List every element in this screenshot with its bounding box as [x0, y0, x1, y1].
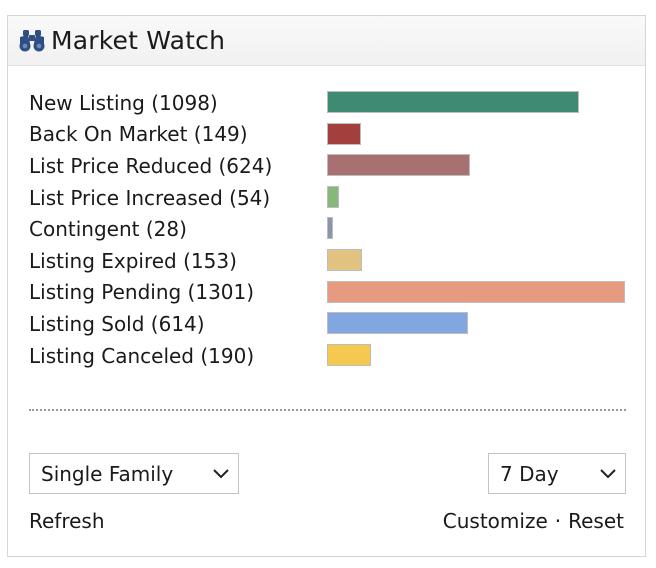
widget-title: Market Watch: [51, 26, 226, 55]
separator: ·: [554, 509, 562, 533]
market-stat-row[interactable]: New Listing (1098): [29, 87, 629, 119]
period-select[interactable]: 7 Day: [488, 453, 626, 494]
market-stat-bar[interactable]: [327, 217, 333, 240]
market-stat-label[interactable]: Contingent (28): [29, 217, 187, 242]
market-stat-label[interactable]: Listing Pending (1301): [29, 280, 255, 305]
market-stat-row[interactable]: Listing Canceled (190): [29, 340, 629, 372]
divider: [29, 409, 626, 411]
market-stat-bar[interactable]: [327, 122, 361, 145]
market-stat-row[interactable]: List Price Increased (54): [29, 182, 629, 214]
market-stat-row[interactable]: Listing Expired (153): [29, 245, 629, 277]
customize-link[interactable]: Customize: [442, 509, 548, 533]
market-stat-bar[interactable]: [327, 343, 371, 366]
market-stats-list: New Listing (1098) Back On Market (149) Li…: [29, 87, 629, 371]
market-stat-bar-track: [327, 217, 626, 240]
chevron-down-icon: [204, 468, 238, 480]
reset-link[interactable]: Reset: [568, 509, 624, 533]
market-stat-label[interactable]: Back On Market (149): [29, 122, 248, 147]
market-stat-bar[interactable]: [327, 154, 470, 177]
market-stat-bar[interactable]: [327, 185, 339, 208]
market-stat-label[interactable]: List Price Reduced (624): [29, 153, 273, 178]
market-stat-row[interactable]: Listing Sold (614): [29, 308, 629, 340]
market-stat-row[interactable]: Back On Market (149): [29, 119, 629, 151]
property-type-value: Single Family: [41, 461, 174, 486]
refresh-link[interactable]: Refresh: [29, 509, 105, 533]
market-stat-bar[interactable]: [327, 91, 579, 113]
market-stat-label[interactable]: List Price Increased (54): [29, 185, 271, 210]
market-stat-bar[interactable]: [327, 312, 468, 335]
market-stat-bar-track: [327, 248, 626, 271]
chevron-down-icon: [591, 468, 625, 480]
market-stat-bar-track: [327, 185, 626, 208]
footer-actions: Customize · Reset: [443, 509, 624, 533]
market-stat-label[interactable]: Listing Expired (153): [29, 248, 237, 273]
market-stat-bar-track: [327, 343, 626, 366]
market-stat-row[interactable]: Contingent (28): [29, 213, 629, 245]
market-stat-bar-track: [327, 122, 626, 145]
market-watch-widget: Market Watch New Listing (1098) Back On M…: [7, 15, 646, 557]
market-stat-bar[interactable]: [327, 248, 362, 271]
market-stat-bar-track: [327, 312, 626, 335]
market-stat-bar[interactable]: [327, 280, 625, 303]
period-value: 7 Day: [500, 461, 559, 486]
market-stat-label[interactable]: Listing Sold (614): [29, 311, 205, 336]
property-type-select[interactable]: Single Family: [29, 453, 239, 494]
market-stat-label[interactable]: New Listing (1098): [29, 90, 218, 115]
market-stat-label[interactable]: Listing Canceled (190): [29, 343, 255, 368]
widget-header: Market Watch: [8, 16, 645, 66]
market-stat-bar-track: [327, 154, 626, 177]
market-stat-row[interactable]: List Price Reduced (624): [29, 150, 629, 182]
market-stat-bar-track: [327, 91, 626, 113]
market-stat-row[interactable]: Listing Pending (1301): [29, 277, 629, 309]
binoculars-icon: [17, 27, 49, 55]
market-stat-bar-track: [327, 280, 626, 303]
